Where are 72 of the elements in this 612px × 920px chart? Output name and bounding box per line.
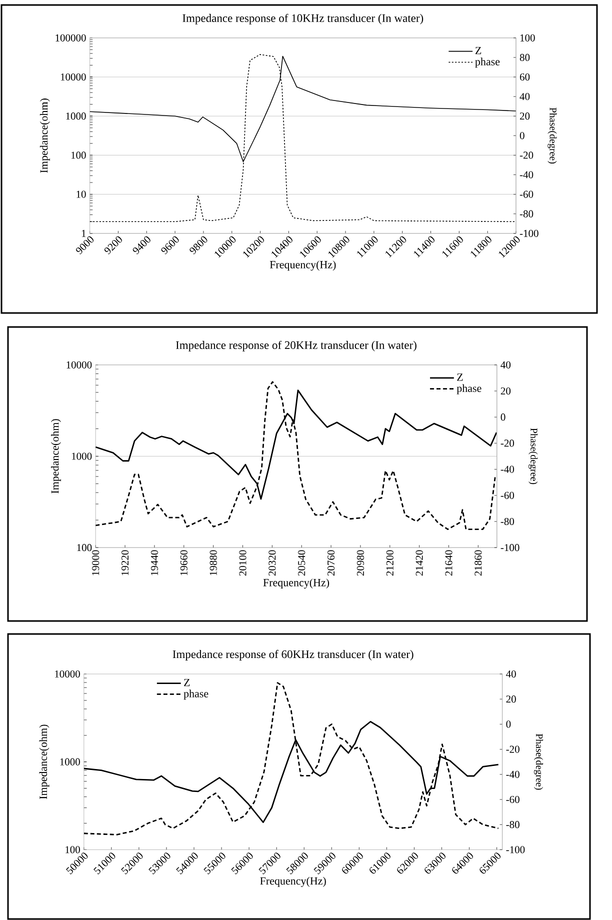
y-tick-label: 10 <box>76 190 86 198</box>
legend-label: phase <box>456 384 482 394</box>
legend-label: phase <box>475 58 500 68</box>
x-tick-label: 21640 <box>445 550 452 576</box>
y2-tick-label: -80 <box>500 518 514 526</box>
y-tick-label: 100 <box>71 152 86 159</box>
legend-label: Z <box>184 678 190 686</box>
y2-tick-label: 20 <box>506 696 516 703</box>
y2-tick-label: -60 <box>520 190 534 198</box>
y-tick-label: 10000 <box>60 73 86 81</box>
y2-tick-label: -20 <box>520 152 534 159</box>
y2-tick-label: -100 <box>520 230 538 237</box>
y-tick-label: 100 <box>66 846 80 854</box>
y2-tick-label: 40 <box>506 670 516 678</box>
y-tick-label: 1000 <box>66 112 86 120</box>
x-tick-label: 19880 <box>210 550 217 576</box>
y-tick-label: 1000 <box>72 452 92 460</box>
y2-tick-label: -20 <box>506 746 520 753</box>
y2-tick-label: -20 <box>500 440 514 447</box>
y2-tick-label: -100 <box>506 846 525 854</box>
y-tick-label: 1000 <box>60 758 80 766</box>
y2-tick-label: 60 <box>520 73 530 81</box>
x-tick-label: 19660 <box>180 550 188 576</box>
y-tick-label: 10000 <box>66 361 92 368</box>
y-axis-title: Impedance(ohm) <box>50 419 61 494</box>
y2-tick-label: 40 <box>500 361 511 368</box>
y-axis-title: Impedance(ohm) <box>40 98 50 173</box>
y2-tick-label: 0 <box>500 414 506 421</box>
x-tick-label: 21200 <box>386 550 394 576</box>
y2-tick-label: -60 <box>506 796 520 804</box>
y-axis-title: Impedance(ohm) <box>39 724 50 800</box>
x-axis-title: Frequency(Hz) <box>270 260 336 271</box>
chart-title: Impedance response of 10KHz transducer (In water) <box>182 14 424 24</box>
y2-tick-label: -80 <box>520 210 534 218</box>
y2-tick-label: 0 <box>506 720 511 728</box>
chart-title: Impedance response of 60KHz transducer (In water) <box>172 650 414 660</box>
y2-tick-label: -40 <box>500 466 514 473</box>
line-series <box>96 381 496 530</box>
legend-label: Z <box>475 46 482 54</box>
y2-tick-label: 40 <box>520 93 530 100</box>
chart-title: Impedance response of 20KHz transducer (In water) <box>176 340 416 352</box>
x-tick-label: 20540 <box>298 550 306 576</box>
y2-tick-label: 100 <box>520 34 535 42</box>
y-tick-label: 1 <box>82 230 86 237</box>
x-tick-label: 19000 <box>92 550 100 576</box>
x-tick-label: 21860 <box>474 550 482 576</box>
legend-label: Z <box>457 374 463 381</box>
y2-tick-label: 20 <box>520 112 530 120</box>
x-axis-title: Frequency(Hz) <box>260 876 326 887</box>
y2-tick-label: 20 <box>500 387 511 395</box>
y-tick-label: 10000 <box>55 670 80 678</box>
x-tick-label: 21420 <box>416 550 423 576</box>
x-tick-label: 19440 <box>150 550 158 576</box>
y2-axis-title: Phase(degree) <box>534 734 544 790</box>
x-tick-label: 19220 <box>121 550 129 576</box>
y2-tick-label: 80 <box>520 54 530 61</box>
y-tick-label: 100 <box>77 544 92 552</box>
y2-tick-label: -60 <box>500 492 514 499</box>
y2-axis-title: Phase(degree) <box>548 108 557 164</box>
y-tick-label: 100000 <box>56 34 86 42</box>
legend-label: phase <box>184 690 208 700</box>
y2-axis-title: Phase(degree) <box>528 428 538 484</box>
y2-tick-label: -80 <box>506 821 520 828</box>
x-tick-label: 20100 <box>239 550 246 576</box>
y2-tick-label: -40 <box>520 171 534 178</box>
x-tick-label: 20320 <box>268 550 276 576</box>
y2-tick-label: -40 <box>506 770 520 778</box>
x-axis-title: Frequency(Hz) <box>263 578 330 589</box>
y2-tick-label: -100 <box>500 544 520 552</box>
x-tick-label: 20760 <box>327 550 335 576</box>
y2-tick-label: 0 <box>520 132 524 140</box>
x-tick-label: 20980 <box>356 550 364 576</box>
